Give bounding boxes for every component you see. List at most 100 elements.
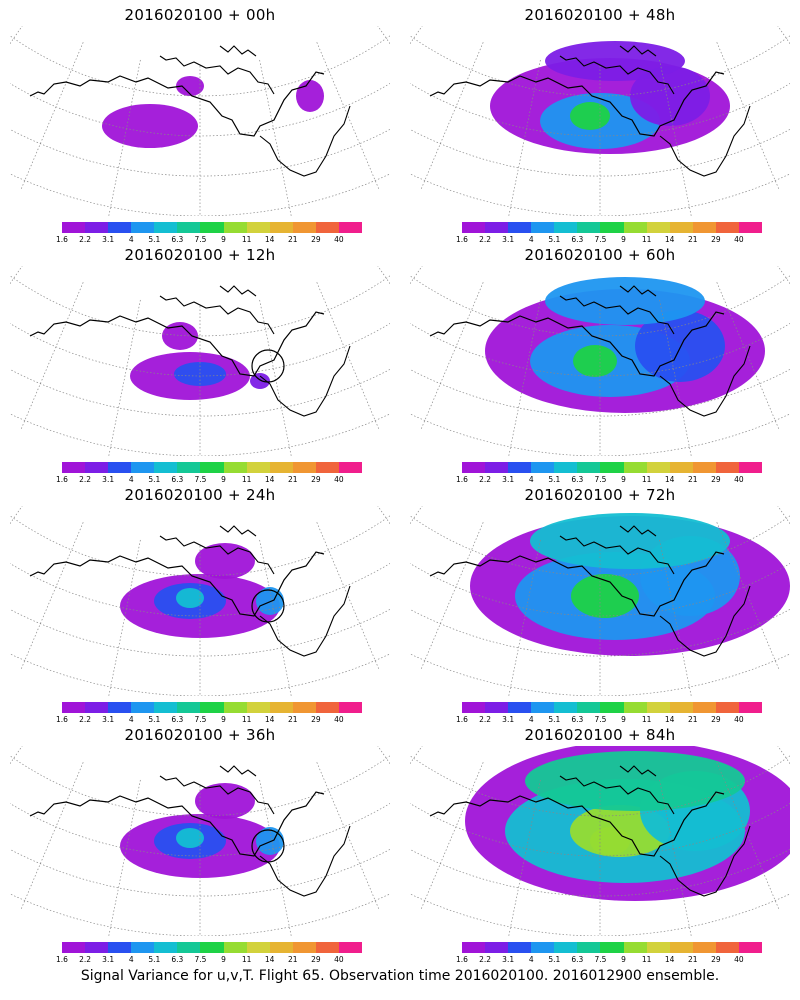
- colorbar-segment: [462, 702, 486, 713]
- meridian-line: [716, 522, 780, 670]
- colorbar-segment: [223, 462, 247, 473]
- colorbar-segment: [62, 222, 86, 233]
- colorbar-segment: [715, 942, 739, 953]
- colorbar-segment: [154, 462, 178, 473]
- map-panel: 2016020100 + 24h 1.6 2.2 3.1 4 5.1 6.3 7.5 9 11 14…: [0, 480, 400, 725]
- colorbar-tick-label: 9: [621, 235, 626, 244]
- colorbar-tick-label: 1.6: [456, 955, 468, 964]
- colorbar-segment: [508, 222, 532, 233]
- colorbar-tick-label: 11: [241, 475, 252, 484]
- colorbar-segment: [223, 702, 247, 713]
- latitude-line: [410, 368, 790, 417]
- map-panel: 2016020100 + 36h 1.6 2.2 3.1 4 5.1 6.3 7.5 9 11 14…: [0, 720, 400, 965]
- colorbar-labels: 1.6 2.2 3.1 4 5.1 6.3 7.5 9 11 14 21 29 40: [56, 475, 362, 485]
- colorbar-tick-label: 29: [311, 715, 321, 724]
- colorbar-segment: [177, 462, 201, 473]
- coastline-north: [559, 45, 675, 95]
- meridian-line: [20, 282, 84, 430]
- colorbar-tick-label: 14: [664, 715, 675, 724]
- colorbar-segment: [485, 942, 509, 953]
- meridian-line: [20, 522, 84, 670]
- map-panel: 2016020100 + 60h 1.6 2.2 3.1 4 5.1 6.3 7.5 9 11 14…: [400, 240, 800, 485]
- colorbar-segment: [738, 702, 763, 713]
- colorbar: [462, 462, 763, 473]
- variance-contour: [102, 104, 198, 148]
- coastline-north: [559, 765, 675, 815]
- meridian-line: [259, 59, 292, 216]
- meridian-line: [659, 539, 692, 696]
- colorbar-tick-label: 29: [311, 475, 321, 484]
- latitude-line: [10, 128, 390, 177]
- colorbar-tick-label: 5.1: [148, 955, 161, 964]
- variance-contour: [570, 102, 610, 130]
- latitude-line: [10, 562, 390, 617]
- meridian-line: [20, 42, 84, 190]
- coastline: [29, 71, 325, 137]
- observation-circle: [251, 349, 285, 383]
- colorbar-tick-label: 11: [241, 955, 252, 964]
- colorbar-tick-label: 5.1: [548, 475, 561, 484]
- colorbar-tick-label: 7.5: [194, 235, 207, 244]
- colorbar-tick-label: 2.2: [79, 955, 92, 964]
- colorbar-tick-label: 11: [641, 475, 652, 484]
- colorbar-segment: [600, 462, 624, 473]
- variance-contour: [176, 588, 204, 608]
- colorbar-tick-label: 2.2: [479, 475, 492, 484]
- colorbar-segment: [200, 222, 224, 233]
- colorbar-tick-label: 2.2: [79, 235, 92, 244]
- colorbar-tick-label: 4: [128, 955, 134, 964]
- colorbar-tick-label: 11: [641, 715, 652, 724]
- colorbar-tick-label: 9: [221, 235, 226, 244]
- coastline-north: [159, 45, 275, 95]
- colorbar-segment: [62, 462, 86, 473]
- colorbar-segment: [508, 702, 532, 713]
- colorbar-segment: [554, 222, 578, 233]
- colorbar-tick-label: 4: [128, 235, 134, 244]
- colorbar-segment: [62, 702, 86, 713]
- colorbar-tick-label: 21: [687, 235, 698, 244]
- colorbar-tick-label: 11: [641, 955, 652, 964]
- colorbar-tick-label: 40: [334, 475, 344, 484]
- map-panel: 2016020100 + 72h 1.6 2.2 3.1 4 5.1 6.3 7.5 9 11 14…: [400, 480, 800, 725]
- colorbar-segment: [246, 942, 270, 953]
- colorbar-segment: [577, 462, 601, 473]
- latitude-line: [410, 562, 790, 617]
- colorbar-segment: [485, 462, 509, 473]
- colorbar-segment: [554, 462, 578, 473]
- colorbar-segment: [108, 702, 132, 713]
- colorbar-segment: [177, 222, 201, 233]
- colorbar-tick-label: 9: [221, 475, 226, 484]
- colorbar-tick-label: 40: [734, 475, 744, 484]
- colorbar-segment: [269, 942, 293, 953]
- colorbar-tick-label: 5.1: [548, 235, 561, 244]
- colorbar-tick-label: 29: [711, 715, 721, 724]
- colorbar-segment: [554, 702, 578, 713]
- colorbar: [62, 462, 363, 473]
- variance-contour: [195, 783, 255, 819]
- colorbar-segment: [62, 942, 86, 953]
- colorbar-segment: [85, 462, 109, 473]
- colorbar-segment: [177, 702, 201, 713]
- colorbar-segment: [646, 942, 670, 953]
- meridian-line: [316, 282, 380, 430]
- colorbar-tick-label: 6.3: [171, 475, 184, 484]
- colorbar-tick-label: 7.5: [194, 715, 207, 724]
- colorbar-tick-label: 5.1: [148, 235, 161, 244]
- meridian-line: [508, 779, 541, 936]
- colorbar-segment: [692, 702, 716, 713]
- colorbar-tick-label: 3.1: [102, 715, 115, 724]
- map-panel: 2016020100 + 00h 1.6 2.2 3.1 4 5.1 6.3 7.5 9 11 14…: [0, 0, 400, 245]
- meridian-line: [659, 59, 692, 216]
- colorbar-segment: [200, 702, 224, 713]
- colorbar-tick-label: 14: [264, 715, 275, 724]
- colorbar-tick-label: 29: [311, 955, 321, 964]
- colorbar-segment: [623, 222, 647, 233]
- colorbar-tick-label: 7.5: [594, 475, 607, 484]
- meridian-line: [420, 522, 484, 670]
- colorbar-tick-label: 2.2: [479, 235, 492, 244]
- polar-map: [410, 506, 790, 696]
- map-sector: [10, 26, 390, 216]
- observation-circle: [251, 589, 285, 623]
- colorbar: [62, 222, 363, 233]
- colorbar-segment: [85, 702, 109, 713]
